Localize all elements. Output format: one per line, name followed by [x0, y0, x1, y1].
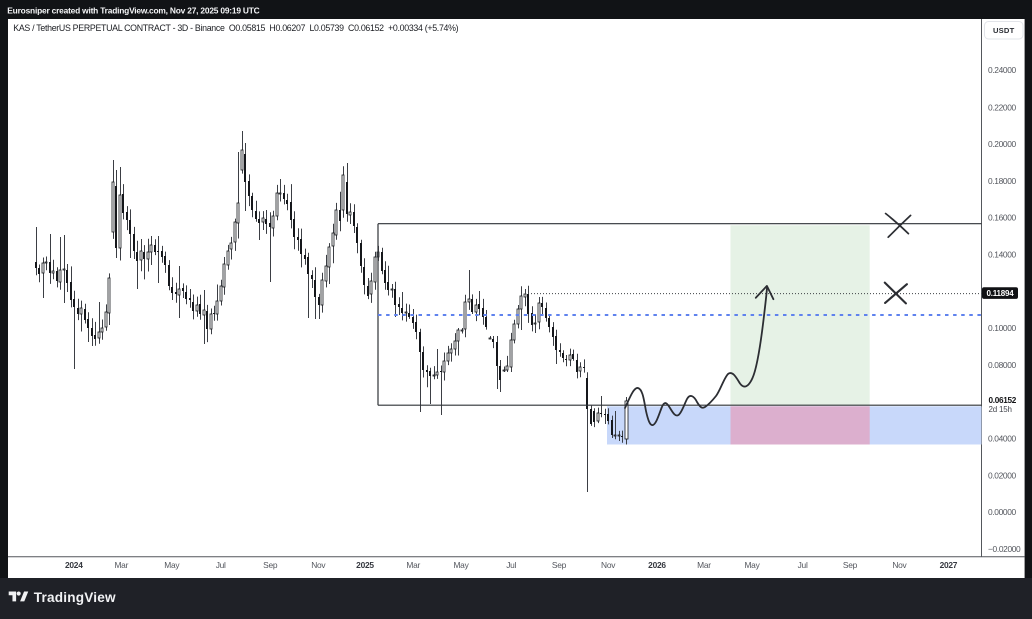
svg-text:0.11894: 0.11894 — [986, 289, 1014, 298]
svg-text:Eurosniper created with Tradin: Eurosniper created with TradingView.com,… — [7, 5, 259, 15]
svg-text:0.00000: 0.00000 — [988, 507, 1017, 517]
svg-text:0.16000: 0.16000 — [988, 213, 1017, 223]
svg-text:Sep: Sep — [263, 560, 278, 570]
svg-text:0.04000: 0.04000 — [988, 434, 1017, 444]
svg-text:2025: 2025 — [356, 560, 374, 570]
svg-text:0.24000: 0.24000 — [988, 65, 1017, 75]
svg-text:0.22000: 0.22000 — [988, 102, 1017, 112]
svg-text:0.20000: 0.20000 — [988, 139, 1017, 149]
svg-text:Jul: Jul — [216, 560, 226, 570]
svg-text:0.14000: 0.14000 — [988, 250, 1017, 260]
svg-text:May: May — [744, 560, 760, 570]
svg-text:0.10000: 0.10000 — [988, 323, 1017, 333]
svg-text:2d 15h: 2d 15h — [989, 405, 1012, 414]
svg-text:KAS / TetherUS PERPETUAL CONTR: KAS / TetherUS PERPETUAL CONTRACT - 3D -… — [13, 23, 458, 33]
svg-text:May: May — [453, 560, 469, 570]
svg-text:2027: 2027 — [940, 560, 958, 570]
svg-text:Mar: Mar — [406, 560, 420, 570]
svg-text:Nov: Nov — [601, 560, 616, 570]
svg-text:Jul: Jul — [798, 560, 808, 570]
svg-text:USDT: USDT — [993, 26, 1015, 35]
svg-text:Sep: Sep — [552, 560, 567, 570]
svg-text:May: May — [164, 560, 180, 570]
svg-text:2024: 2024 — [65, 560, 83, 570]
svg-text:TradingView: TradingView — [34, 590, 116, 605]
svg-text:Nov: Nov — [892, 560, 907, 570]
svg-text:0.08000: 0.08000 — [988, 360, 1017, 370]
svg-text:Jul: Jul — [506, 560, 516, 570]
svg-text:0.18000: 0.18000 — [988, 176, 1017, 186]
svg-text:0.02000: 0.02000 — [988, 470, 1017, 480]
svg-text:Mar: Mar — [114, 560, 128, 570]
svg-text:0.06152: 0.06152 — [989, 396, 1017, 405]
svg-text:Mar: Mar — [697, 560, 711, 570]
svg-text:−0.02000: −0.02000 — [988, 544, 1021, 554]
svg-text:2026: 2026 — [648, 560, 666, 570]
svg-text:Nov: Nov — [311, 560, 326, 570]
svg-text:Sep: Sep — [843, 560, 858, 570]
